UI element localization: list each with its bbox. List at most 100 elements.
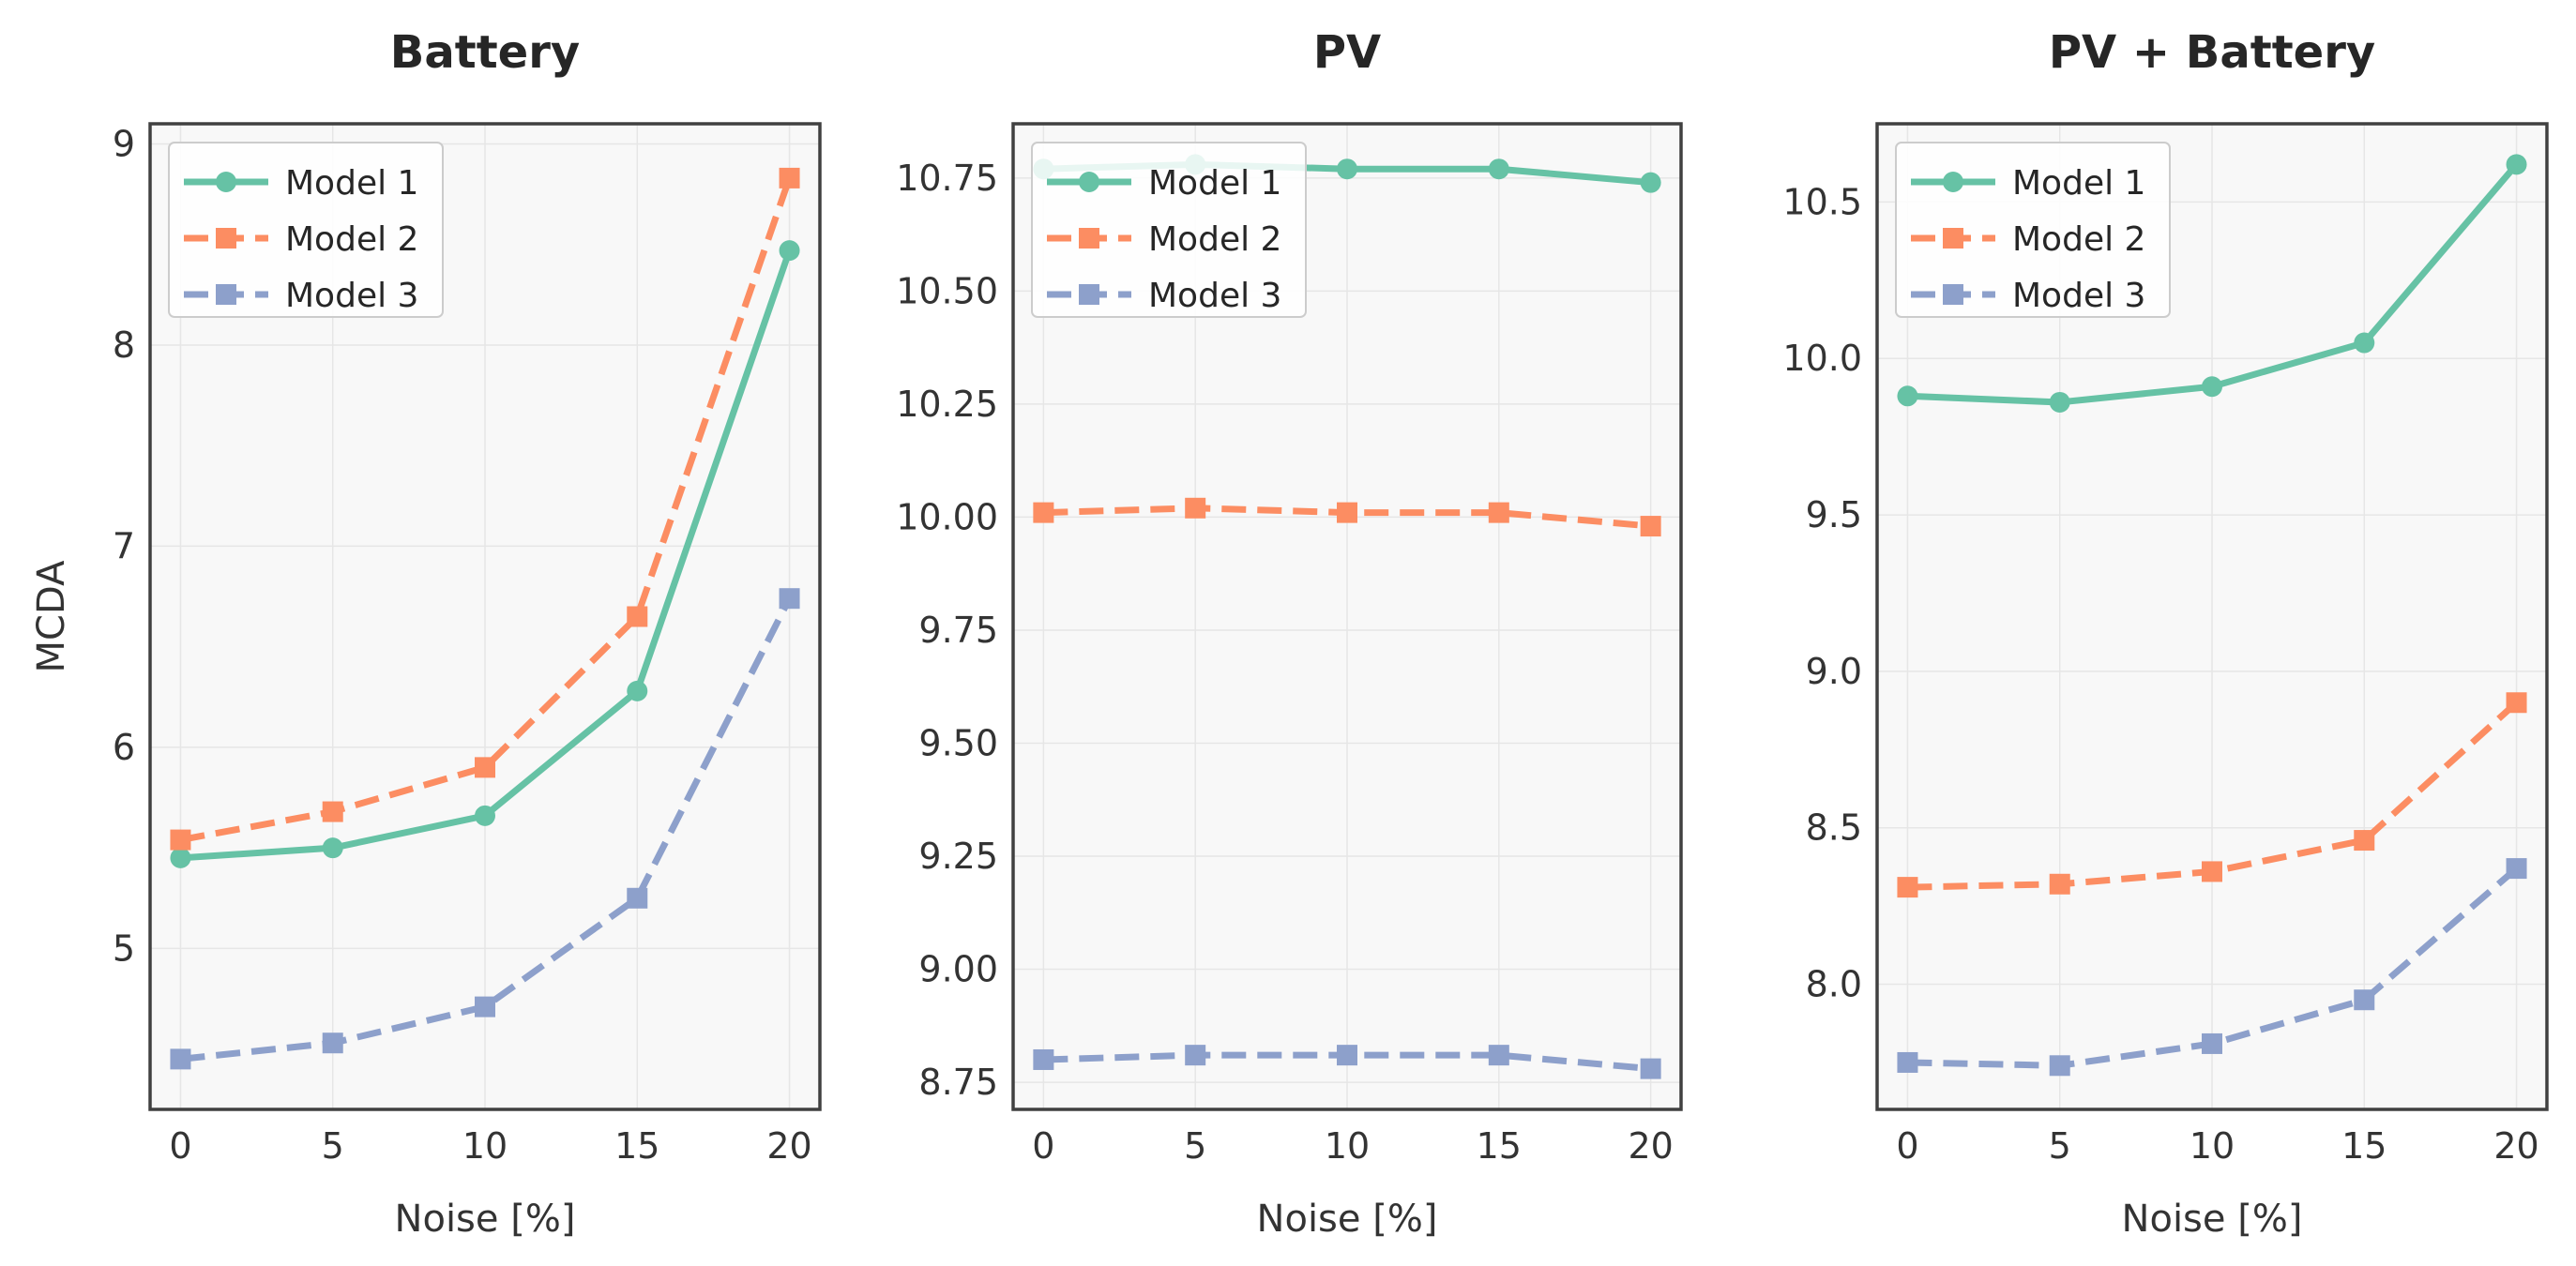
data-point-model-3 [475,996,495,1017]
data-point-model-2 [1640,516,1661,537]
x-tick-label: 10 [2190,1125,2235,1167]
y-tick-label: 6 [113,727,135,768]
data-point-model-3 [2354,989,2375,1011]
data-point-model-2 [2354,830,2375,852]
x-tick-label: 15 [2341,1125,2387,1167]
legend: Model 1 Model 2 Model 3 [1031,142,1307,318]
y-tick-label: 9.00 [918,949,998,990]
chart-title: PV + Battery [2049,26,2375,79]
data-point-model-2 [1337,502,1357,523]
data-point-model-1 [1897,385,1918,407]
legend: Model 1 Model 2 Model 3 [1895,142,2171,318]
legend-box [168,142,444,318]
data-point-model-2 [1185,497,1206,519]
legend-marker-model-1 [1943,172,1963,192]
data-point-model-3 [1488,1045,1509,1066]
data-point-model-2 [2506,692,2527,714]
x-axis-label: Noise [%] [2122,1198,2303,1241]
data-point-model-1 [2202,376,2222,398]
data-point-model-2 [1488,502,1509,523]
y-axis-label: MCDA [30,560,73,673]
legend-marker-model-1 [216,172,236,192]
data-point-model-3 [170,1048,191,1070]
data-point-model-2 [475,757,495,778]
data-point-model-2 [627,606,648,627]
y-tick-label: 10.00 [896,496,998,537]
legend-marker-model-1 [1079,172,1099,192]
data-point-model-1 [2506,154,2527,175]
data-point-model-1 [1640,172,1661,193]
legend-label-model-1: Model 1 [2012,164,2145,203]
data-point-model-3 [2506,858,2527,880]
axes-frame [1011,122,1683,1111]
legend-label-model-3: Model 3 [2012,277,2145,315]
y-tick-label: 7 [113,525,135,566]
series-line-model-2 [179,176,793,844]
y-tick-label: 9.5 [1806,494,1862,535]
legend-marker-model-2 [1079,228,1099,249]
data-point-model-2 [170,829,191,851]
legend-marker-model-3 [216,284,236,305]
y-tick-label: 8.0 [1806,964,1862,1005]
y-tick-label: 10.5 [1782,181,1862,222]
legend-label-model-3: Model 3 [1148,277,1281,315]
data-point-model-2 [322,801,343,822]
data-point-model-2 [779,167,800,188]
y-tick-label: 5 [113,927,135,969]
x-tick-label: 0 [1032,1125,1054,1167]
x-tick-label: 20 [1628,1125,1673,1167]
legend-box [1895,142,2171,318]
data-point-model-1 [170,847,191,868]
x-tick-label: 10 [1325,1125,1370,1167]
y-tick-label: 9.75 [918,610,998,651]
data-point-model-3 [1185,1045,1206,1066]
y-tick-label: 8.5 [1806,807,1862,849]
legend-box [1031,142,1307,318]
legend-label-model-2: Model 2 [1148,220,1281,259]
legend-label-model-1: Model 1 [285,164,418,203]
y-tick-label: 10.75 [896,158,998,199]
y-tick-label: 8.75 [918,1062,998,1103]
data-point-model-1 [1488,158,1509,180]
legend-label-model-1: Model 1 [1148,164,1281,203]
y-tick-label: 9.50 [918,722,998,763]
data-point-model-2 [1033,502,1054,523]
legend-marker-model-3 [1943,284,1963,305]
data-point-model-3 [1640,1058,1661,1079]
x-axis-label: Noise [%] [1257,1198,1438,1241]
legend-label-model-2: Model 2 [285,220,418,259]
x-tick-label: 15 [1477,1125,1522,1167]
data-point-model-3 [322,1032,343,1054]
x-tick-label: 5 [322,1125,344,1167]
y-tick-label: 10.50 [896,270,998,311]
data-point-model-1 [475,805,495,826]
axes-frame [1875,122,2549,1111]
data-point-model-1 [2049,391,2070,413]
x-tick-label: 10 [462,1125,508,1167]
legend-label-model-3: Model 3 [285,277,418,315]
y-tick-label: 9 [113,123,135,164]
x-tick-label: 0 [169,1125,191,1167]
legend: Model 1 Model 2 Model 3 [168,142,444,318]
x-tick-label: 20 [2493,1125,2538,1167]
x-tick-label: 20 [766,1125,811,1167]
data-point-model-1 [322,837,343,859]
data-point-model-3 [2202,1032,2222,1054]
y-tick-label: 10.25 [896,384,998,425]
panel-2: 0 5 10 15 20 8.75 9.00 9.25 9.50 9.75 10.00 10.25 10… [896,26,1683,1241]
data-point-model-3 [779,588,800,610]
data-point-model-2 [2049,873,2070,895]
data-point-model-1 [2354,332,2375,354]
data-point-model-3 [1897,1051,1918,1073]
legend-marker-model-2 [1943,228,1963,249]
x-tick-label: 5 [2049,1125,2071,1167]
legend-marker-model-2 [216,228,236,249]
data-point-model-3 [1033,1048,1054,1070]
data-point-model-2 [2202,861,2222,882]
panel-1: 0 5 10 15 20 5 6 7 8 9 Battery Noise [%] MCDA Model 1… [30,26,822,1241]
data-point-model-3 [2049,1055,2070,1077]
y-tick-label: 9.25 [918,836,998,877]
x-tick-label: 15 [614,1125,659,1167]
legend-marker-model-3 [1079,284,1099,305]
data-point-model-1 [627,680,648,701]
